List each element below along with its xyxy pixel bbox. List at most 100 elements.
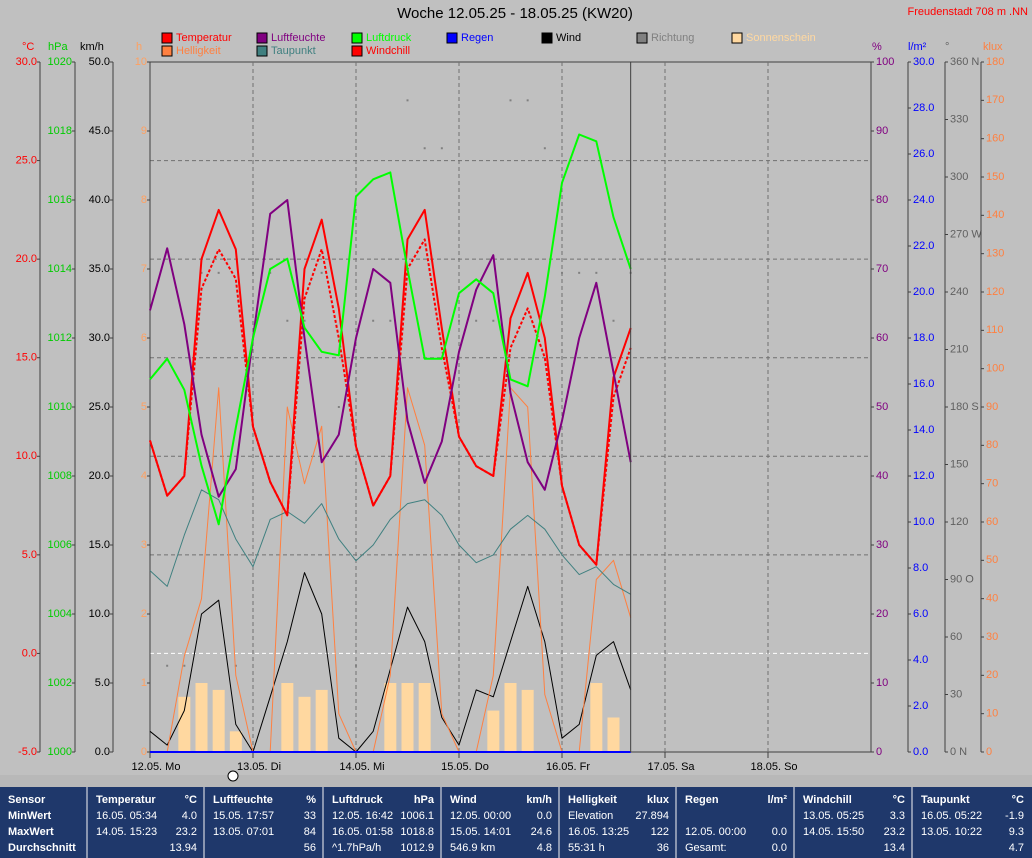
- column-separator: [203, 787, 205, 858]
- axis-unit: km/h: [80, 41, 104, 53]
- column-separator: [793, 787, 795, 858]
- cell-value: 23.2: [175, 826, 197, 838]
- direction-dot: [492, 319, 495, 322]
- y-tick-label: 4.0: [913, 654, 928, 666]
- y-tick-label: 360 N: [950, 56, 979, 68]
- y-tick-label: 270 W: [950, 228, 982, 240]
- y-tick-label: 120: [950, 516, 968, 528]
- summary-table: Sensor Temperatur °C Luftfeuchte% Luftdruck h…: [0, 787, 1032, 858]
- cell-value: 13.4: [883, 842, 905, 854]
- direction-dot: [149, 664, 151, 667]
- column-unit: °C: [1011, 794, 1024, 806]
- location: Freudenstadt 708 m .NN: [908, 6, 1029, 18]
- y-tick-label: 60: [876, 332, 888, 344]
- axis-unit: °C: [22, 41, 34, 53]
- direction-dot: [183, 664, 186, 667]
- cell-value: 3.3: [889, 810, 905, 822]
- y-tick-label: 30.0: [16, 56, 37, 68]
- direction-dot: [612, 319, 615, 322]
- direction-dot: [440, 147, 443, 150]
- position-marker: [227, 770, 239, 782]
- cell-value: 13.94: [169, 842, 197, 854]
- x-tick-label: 13.05. Di: [237, 761, 281, 773]
- cell-value: 33: [303, 810, 316, 822]
- column-unit: %: [306, 794, 316, 806]
- y-tick-label: 210: [950, 343, 968, 355]
- y-tick-label: 90: [876, 125, 888, 137]
- y-tick-label: 8: [141, 194, 147, 206]
- y-tick-label: 60: [986, 516, 998, 528]
- axis-unit: hPa: [48, 41, 68, 53]
- y-tick-label: 30.0: [89, 332, 110, 344]
- cell-value: 4.8: [536, 842, 552, 854]
- y-tick-label: 50: [986, 554, 998, 566]
- y-tick-label: 0: [141, 746, 147, 758]
- direction-dot: [406, 99, 409, 102]
- cell-value: 1006.1: [400, 810, 434, 822]
- y-tick-label: 15.0: [89, 539, 110, 551]
- y-tick-label: 10: [135, 56, 147, 68]
- y-tick-label: 5: [141, 401, 147, 413]
- legend-label: Luftdruck: [366, 32, 412, 44]
- direction-dot: [595, 271, 598, 274]
- y-tick-label: 90 O: [950, 573, 974, 585]
- y-tick-label: 0.0: [913, 746, 928, 758]
- series-line: [149, 489, 631, 595]
- direction-dot: [526, 99, 529, 102]
- direction-dot: [320, 271, 323, 274]
- sunshine-bar: [590, 683, 603, 752]
- y-tick-label: 0 N: [950, 746, 967, 758]
- cell-note: 15.05. 17:57: [213, 810, 275, 822]
- cell-note: Gesamt:: [685, 842, 727, 854]
- cell-value: 27.894: [635, 810, 669, 822]
- series-line: [149, 238, 632, 566]
- cell-note: 16.05. 05:22: [921, 810, 983, 822]
- cell-value: 1018.8: [400, 826, 434, 838]
- sunshine-bar: [401, 683, 414, 752]
- sunshine-bar: [504, 683, 517, 752]
- cell-note: 16.05. 05:34: [96, 810, 158, 822]
- y-tick-label: 1014: [48, 263, 72, 275]
- direction-dot: [458, 319, 460, 322]
- legend-label: Taupunkt: [271, 45, 316, 57]
- legend-label: Windchill: [366, 45, 410, 57]
- legend-label: Helligkeit: [176, 45, 221, 57]
- cell-value: 4.0: [181, 810, 197, 822]
- y-tick-label: 24.0: [913, 194, 934, 206]
- x-tick-label: 12.05. Mo: [132, 761, 181, 773]
- y-tick-label: 28.0: [913, 102, 934, 114]
- direction-dot: [337, 406, 340, 408]
- y-tick-label: 150: [950, 458, 968, 470]
- column-separator: [440, 787, 442, 858]
- y-tick-label: 10.0: [16, 450, 37, 462]
- cell-value: 36: [656, 842, 669, 854]
- y-tick-label: 20.0: [16, 253, 37, 265]
- cell-note: 546.9 km: [450, 842, 496, 854]
- y-tick-label: 80: [876, 194, 888, 206]
- y-tick-label: 3: [141, 539, 147, 551]
- y-tick-label: 30: [986, 631, 998, 643]
- axis-unit: h: [136, 41, 142, 53]
- y-tick-label: 25.0: [89, 401, 110, 413]
- legend-swatch: [161, 32, 173, 44]
- y-tick-label: 80: [986, 439, 998, 451]
- legend-swatch: [351, 45, 363, 57]
- y-tick-label: 20: [986, 669, 998, 681]
- y-tick-label: 35.0: [89, 263, 110, 275]
- y-tick-label: 1010: [48, 401, 72, 413]
- y-tick-label: 2.0: [913, 700, 928, 712]
- column-header: Regen: [685, 794, 719, 806]
- column-unit: °C: [184, 794, 197, 806]
- chart-title: Woche 12.05.25 - 18.05.25 (KW20): [397, 5, 633, 22]
- y-tick-label: 12.0: [913, 470, 934, 482]
- direction-dot: [578, 271, 581, 274]
- column-separator: [675, 787, 677, 858]
- y-tick-label: 40.0: [89, 194, 110, 206]
- legend-swatch: [161, 45, 173, 57]
- sunshine-bar: [384, 683, 397, 752]
- y-tick-label: 25.0: [16, 154, 37, 166]
- cell-value: 1012.9: [400, 842, 434, 854]
- direction-dot: [303, 319, 306, 322]
- sunshine-bar: [178, 696, 191, 752]
- column-header: Luftdruck: [332, 794, 383, 806]
